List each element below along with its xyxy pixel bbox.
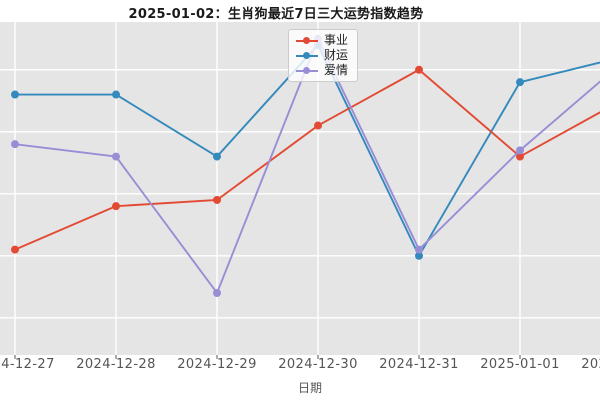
data-point-爱情: [516, 146, 524, 155]
data-point-财运: [213, 152, 221, 161]
legend-label: 事业: [324, 33, 349, 47]
data-point-财运: [516, 78, 524, 87]
legend-label: 爱情: [324, 63, 349, 77]
data-point-财运: [112, 90, 120, 99]
data-point-事业: [415, 65, 423, 74]
chart-title: 2025-01-02：生肖狗最近7日三大运势指数趋势: [128, 7, 424, 22]
x-axis-tick-label: 2024-12-27: [0, 357, 55, 372]
data-point-事业: [314, 121, 322, 130]
data-point-爱情: [112, 152, 120, 161]
x-axis-tick-label: 2024-12-30: [278, 357, 358, 372]
x-axis-title: 日期: [297, 381, 323, 395]
legend-item-career: 事业: [296, 33, 348, 48]
x-axis-tick-label: 2024-12-31: [379, 357, 459, 372]
legend-line-marker: [296, 67, 318, 74]
data-point-爱情: [213, 288, 221, 297]
legend-line-marker: [296, 37, 318, 44]
data-point-财运: [11, 90, 19, 99]
data-point-事业: [516, 152, 524, 161]
legend-item-wealth: 财运: [296, 48, 348, 63]
legend: 事业 财运 爱情: [288, 29, 359, 82]
legend-label: 财运: [324, 48, 349, 62]
legend-dot-marker: [303, 52, 310, 59]
x-axis-tick-label: 2025-01-02: [581, 357, 600, 372]
data-point-财运: [415, 251, 423, 260]
legend-item-love: 爱情: [296, 63, 348, 78]
data-point-爱情: [11, 140, 19, 149]
data-point-爱情: [415, 245, 423, 254]
x-axis-tick-label: 2025-01-01: [480, 357, 560, 372]
data-point-事业: [11, 245, 19, 254]
data-point-事业: [213, 195, 221, 204]
legend-line-marker: [296, 52, 318, 59]
x-axis-tick-label: 2024-12-28: [76, 357, 156, 372]
x-axis-tick-label: 2024-12-29: [177, 357, 257, 372]
legend-dot-marker: [303, 67, 310, 74]
data-point-事业: [112, 202, 120, 211]
legend-dot-marker: [303, 37, 310, 44]
